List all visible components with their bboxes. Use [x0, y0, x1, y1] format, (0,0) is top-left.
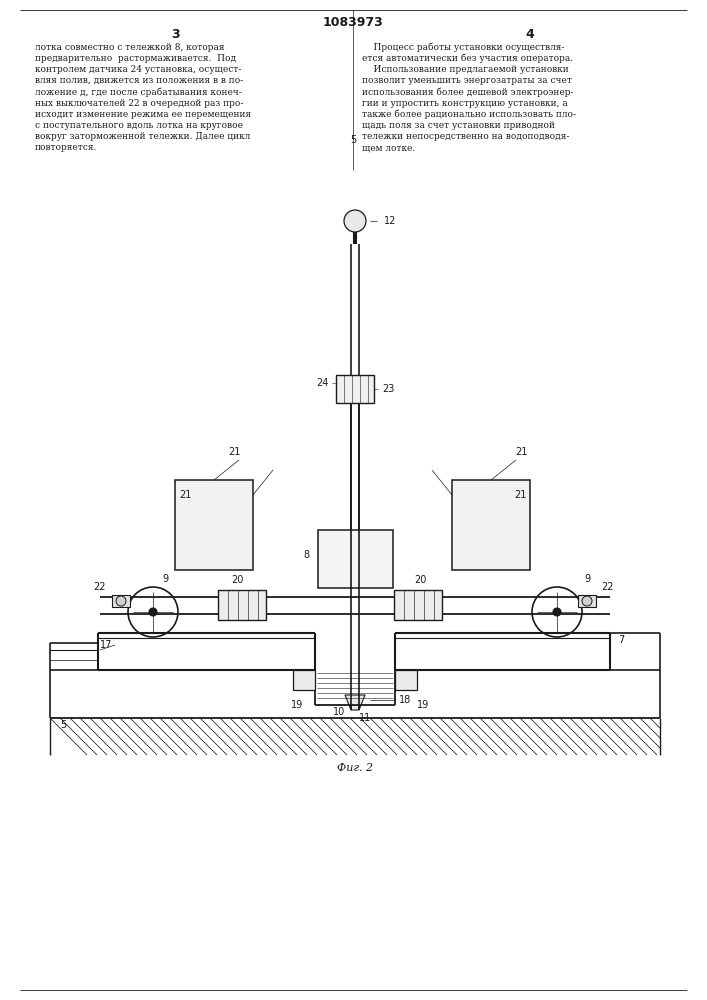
Text: позволит уменьшить энергозатраты за счет: позволит уменьшить энергозатраты за счет — [362, 76, 572, 85]
Text: исходит изменение режима ее перемещения: исходит изменение режима ее перемещения — [35, 110, 251, 119]
Text: повторяется.: повторяется. — [35, 143, 98, 152]
Text: 19: 19 — [291, 700, 303, 710]
Bar — [318, 530, 393, 588]
Text: гии и упростить конструкцию установки, а: гии и упростить конструкцию установки, а — [362, 99, 568, 107]
Text: вляя полив, движется из положения в в по-: вляя полив, движется из положения в в по… — [35, 76, 243, 85]
Text: 20: 20 — [414, 575, 426, 585]
Text: 21: 21 — [515, 447, 527, 457]
Text: щадь поля за счет установки приводной: щадь поля за счет установки приводной — [362, 121, 555, 130]
Text: также более рационально использовать пло-: также более рационально использовать пло… — [362, 109, 576, 119]
Text: Процесс работы установки осуществля-: Процесс работы установки осуществля- — [362, 42, 564, 52]
Text: 9: 9 — [584, 574, 590, 584]
Text: 1083973: 1083973 — [322, 16, 383, 29]
Bar — [395, 670, 417, 690]
Text: 23: 23 — [382, 384, 395, 394]
Bar — [112, 595, 130, 607]
Bar — [452, 480, 530, 570]
Text: 17: 17 — [100, 640, 112, 650]
Polygon shape — [345, 695, 365, 710]
Text: с поступательного вдоль лотка на круговое: с поступательного вдоль лотка на кругово… — [35, 121, 243, 130]
Bar — [175, 480, 253, 570]
Text: щем лотке.: щем лотке. — [362, 143, 415, 152]
Text: ных выключателей 22 в очередной раз про-: ных выключателей 22 в очередной раз про- — [35, 99, 243, 107]
Text: контролем датчика 24 установка, осущест-: контролем датчика 24 установка, осущест- — [35, 65, 241, 74]
Text: 10: 10 — [333, 707, 345, 717]
Text: 11: 11 — [359, 713, 371, 723]
Circle shape — [344, 210, 366, 232]
Circle shape — [116, 596, 126, 606]
Circle shape — [553, 608, 561, 616]
Circle shape — [582, 596, 592, 606]
Text: 4: 4 — [525, 28, 534, 41]
Bar — [336, 375, 374, 403]
Text: 5: 5 — [60, 720, 66, 730]
Text: 18: 18 — [399, 695, 411, 705]
Text: вокруг заторможенной тележки. Далее цикл: вокруг заторможенной тележки. Далее цикл — [35, 132, 250, 141]
Text: 20: 20 — [230, 575, 243, 585]
Text: 9: 9 — [162, 574, 168, 584]
Text: Фиг. 2: Фиг. 2 — [337, 763, 373, 773]
Bar — [293, 670, 315, 690]
Text: 7: 7 — [618, 635, 624, 645]
Text: лотка совместно с тележкой 8, которая: лотка совместно с тележкой 8, которая — [35, 42, 225, 51]
Bar — [394, 590, 442, 620]
Bar — [218, 590, 266, 620]
Text: 22: 22 — [602, 582, 614, 592]
Text: тележки непосредственно на водоподводя-: тележки непосредственно на водоподводя- — [362, 132, 569, 141]
Text: ется автоматически без участия оператора.: ется автоматически без участия оператора… — [362, 53, 573, 63]
Text: 3: 3 — [172, 28, 180, 41]
Text: Использование предлагаемой установки: Использование предлагаемой установки — [362, 65, 568, 74]
Text: 21: 21 — [179, 490, 191, 500]
Text: 21: 21 — [514, 490, 526, 500]
Text: 24: 24 — [316, 378, 328, 388]
Text: ложение д, где после срабатывания конеч-: ложение д, где после срабатывания конеч- — [35, 87, 242, 97]
Text: предварительно  растормаживается.  Под: предварительно растормаживается. Под — [35, 54, 236, 63]
Text: 19: 19 — [417, 700, 429, 710]
Bar — [578, 595, 596, 607]
Text: 22: 22 — [94, 582, 106, 592]
Text: 12: 12 — [384, 216, 396, 226]
Circle shape — [149, 608, 157, 616]
Text: использования более дешевой электроэнер-: использования более дешевой электроэнер- — [362, 87, 573, 97]
Text: 8: 8 — [303, 550, 309, 560]
Text: 21: 21 — [228, 447, 240, 457]
Text: 5: 5 — [350, 135, 356, 145]
